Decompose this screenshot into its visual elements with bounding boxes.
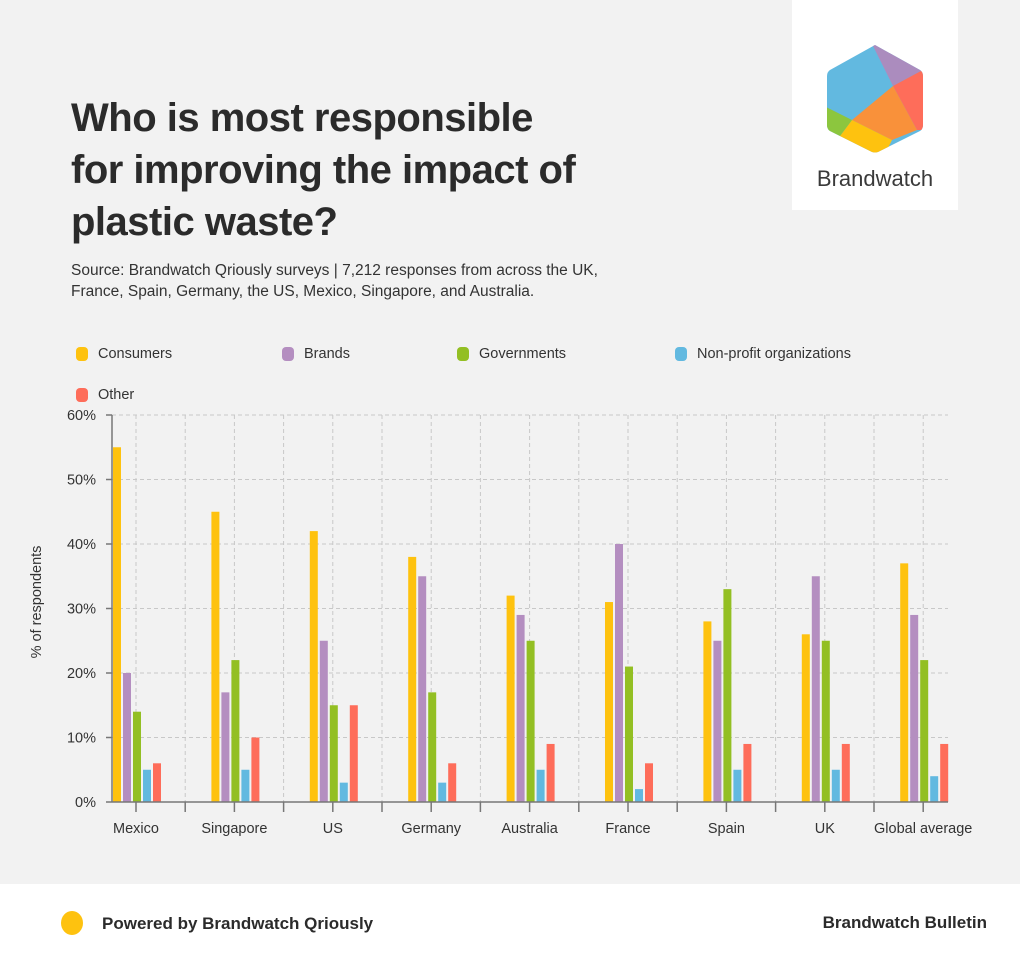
bar-other-uk [841,743,850,802]
bar-other-us [349,705,358,802]
x-tick-label: Singapore [201,821,267,837]
x-tick-label: France [605,821,650,837]
legend-item-non-profit: Non-profit organizations [675,346,851,362]
bar-consumers-france [605,602,613,802]
y-tick-label: 40% [67,537,96,553]
y-tick-label: 60% [67,408,96,424]
legend-label: Brands [304,346,350,362]
bar-governments-uk [821,640,830,802]
brandwatch-bulletin-label: Brandwatch Bulletin [822,913,987,932]
bar-other-spain [743,743,752,802]
bar-consumers-singapore [211,511,220,802]
legend-label: Governments [479,346,567,362]
chart-grid [112,414,948,802]
x-tick-label: Spain [708,821,745,837]
brandwatch-logo-text: Brandwatch [816,166,934,191]
bar-brands-germany [418,576,427,802]
y-tick-label: 50% [67,473,96,489]
bar-other-germany [448,763,457,802]
bar-governments-global-average [920,660,929,802]
x-tick-label: Germany [401,821,461,837]
bar-chart: 0% 10% 20% 30% 40% 50% 60% Mexico Singapore US Ger… [29,408,972,837]
bar-governments-singapore [231,660,240,802]
brandwatch-hexagon-logo-icon [827,45,923,153]
qriously-dot-icon [61,911,83,935]
bar-non-profit-organizations-us [339,782,348,802]
bar-brands-global-average [910,614,919,802]
page-title: Who is most responsible for improving th… [71,96,576,244]
legend-item-brands: Brands [282,346,350,362]
legend-item-consumers: Consumers [76,346,172,362]
source-subtitle: Source: Brandwatch Qriously surveys | 7,… [71,262,598,300]
legend-swatch-non-profit [675,347,687,361]
y-tick-label: 20% [67,666,96,682]
bar-governments-us [329,705,338,802]
x-tick-label: US [323,821,343,837]
bar-brands-spain [713,640,722,802]
chart-axes: 0% 10% 20% 30% 40% 50% 60% Mexico Singapore US Ger… [67,408,972,837]
bar-consumers-global-average [900,563,909,802]
legend-swatch-brands [282,347,294,361]
bar-consumers-germany [408,556,417,802]
bar-non-profit-organizations-uk [831,769,840,802]
y-axis-label: % of respondents [29,546,45,659]
bar-non-profit-organizations-germany [438,782,447,802]
x-tick-label: Mexico [113,821,159,837]
legend-item-governments: Governments [457,346,566,362]
bar-governments-mexico [133,711,141,802]
bar-non-profit-organizations-mexico [143,769,151,802]
bar-other-global-average [940,743,949,802]
legend-label: Consumers [98,346,173,362]
legend-swatch-other [76,388,88,402]
bar-governments-france [625,666,633,802]
bar-non-profit-organizations-australia [536,769,545,802]
bar-governments-spain [723,589,732,802]
bar-governments-australia [526,640,535,802]
bar-brands-france [615,544,623,802]
bar-brands-mexico [123,673,131,802]
bar-non-profit-organizations-spain [733,769,742,802]
bar-brands-us [319,640,328,802]
bar-other-singapore [251,737,260,802]
x-tick-label: Global average [874,821,972,837]
x-tick-label: UK [815,821,835,837]
bar-consumers-us [309,531,318,802]
bar-other-france [645,763,653,802]
y-tick-label: 10% [67,731,96,747]
bar-consumers-mexico [113,447,121,802]
bar-consumers-australia [506,595,515,802]
bar-non-profit-organizations-singapore [241,769,250,802]
bar-consumers-uk [801,634,810,802]
brandwatch-logo-card: Brandwatch [792,0,958,210]
bar-non-profit-organizations-global-average [930,776,939,802]
powered-by-label: Powered by Brandwatch Qriously [102,914,374,933]
y-tick-label: 0% [75,795,96,811]
legend-label: Non-profit organizations [697,346,851,362]
bar-governments-germany [428,692,437,802]
bar-consumers-spain [703,621,712,802]
legend-item-other: Other [76,387,134,403]
bar-brands-uk [811,576,820,802]
bar-brands-singapore [221,692,230,802]
bar-other-mexico [153,763,161,802]
bar-other-australia [546,743,555,802]
footer: Powered by Brandwatch Qriously Brandwatc… [0,884,1020,963]
x-tick-label: Australia [501,821,558,837]
legend-swatch-governments [457,347,469,361]
y-tick-label: 30% [67,602,96,618]
bar-non-profit-organizations-france [635,789,643,802]
legend-swatch-consumers [76,347,88,361]
chart-bars [113,447,949,802]
bar-brands-australia [516,614,525,802]
legend-label: Other [98,387,135,403]
